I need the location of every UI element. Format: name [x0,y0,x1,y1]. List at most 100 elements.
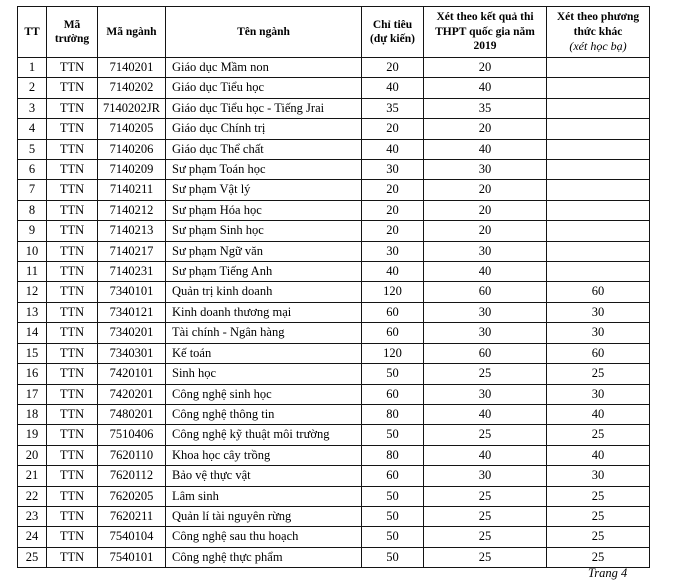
table-cell: 60 [361,383,424,405]
table-cell: 30 [423,240,547,263]
table-cell: TTN [46,363,98,385]
table-cell: TTN [46,240,98,263]
table-cell: 30 [423,465,547,487]
table-cell: 7140206 [97,138,166,161]
table-row: 4 TTN 7140205 Giáo dục Chính trị 20 20 [17,118,650,140]
table-cell: 25 [546,505,650,528]
table-row: 13 TTN 7340121 Kinh doanh thương mại 60 30 30 [17,301,650,324]
table-cell: 30 [423,322,547,344]
table-cell: 15 [17,342,47,365]
table-row: 15 TTN 7340301 Kế toán 120 60 60 [17,342,650,365]
table-cell: 25 [546,485,650,507]
table-cell: 25 [423,526,547,548]
table-cell: TTN [46,138,98,161]
table-row: 23 TTN 7620211 Quản lí tài nguyên rừng 50 25 2… [17,505,650,528]
table-cell: 7620205 [97,485,166,507]
table-cell: 25 [423,363,547,385]
table-header: TT Mã trường Mã ngành Tên ngành Chỉ tiêu… [17,6,650,58]
table-cell: 7340101 [97,281,166,303]
table-cell [546,220,650,242]
table-cell: Sư phạm Ngữ văn [165,240,362,263]
table-cell: 30 [423,159,547,181]
table-cell: 16 [17,363,47,385]
table-row: 19 TTN 7510406 Công nghệ kỹ thuật môi trườn… [17,424,650,446]
table-cell: 30 [361,159,424,181]
table-cell: Kinh doanh thương mại [165,301,362,324]
table-cell: 22 [17,485,47,507]
table-row: 6 TTN 7140209 Sư phạm Toán học 30 30 [17,159,650,181]
table-cell: 19 [17,424,47,446]
table-cell: 25 [423,485,547,507]
table-cell: 7540104 [97,526,166,548]
table-row: 8 TTN 7140212 Sư phạm Hóa học 20 20 [17,199,650,222]
table-cell: TTN [46,281,98,303]
table-cell: Giáo dục Thể chất [165,138,362,161]
table-row: 14 TTN 7340201 Tài chính - Ngân hàng 60 30 30 [17,322,650,344]
table-cell: 35 [423,97,547,120]
table-cell: 7140201 [97,56,166,79]
table-cell: 4 [17,118,47,140]
table-cell: 30 [361,240,424,263]
table-cell: 9 [17,220,47,242]
table-cell: 40 [423,444,547,467]
table-cell: Sư phạm Sinh học [165,220,362,242]
table-cell: Giáo dục Tiểu học - Tiếng Jrai [165,97,362,120]
table-body: 1 TTN 7140201 Giáo dục Mầm non 20 20 2 TTN 71402… [17,56,650,569]
table-cell: 8 [17,199,47,222]
table-cell [546,138,650,161]
table-cell: 7340121 [97,301,166,324]
table-cell: 7140213 [97,220,166,242]
table-cell: 3 [17,97,47,120]
table-cell: TTN [46,383,98,405]
table-row: 3 TTN 7140202JR Giáo dục Tiểu học - Tiếng J… [17,97,650,120]
table-cell: Bảo vệ thực vật [165,465,362,487]
table-row: 22 TTN 7620205 Lâm sinh 50 25 25 [17,485,650,507]
table-cell: 50 [361,505,424,528]
table-cell: 60 [546,342,650,365]
table-cell: 25 [546,526,650,548]
table-cell: 7340201 [97,322,166,344]
table-row: 2 TTN 7140202 Giáo dục Tiểu học 40 40 [17,77,650,99]
table-cell: 20 [423,199,547,222]
table-cell: TTN [46,199,98,222]
table-row: 5 TTN 7140206 Giáo dục Thể chất 40 40 [17,138,650,161]
table-cell: 30 [423,301,547,324]
table-cell: Công nghệ thông tin [165,403,362,426]
table-cell: TTN [46,118,98,140]
table-cell: 20 [361,56,424,79]
table-cell: 25 [423,546,547,569]
table-row: 17 TTN 7420201 Công nghệ sinh học 60 30 30 [17,383,650,405]
table-cell: TTN [46,465,98,487]
table-cell: 7140217 [97,240,166,263]
table-cell: 50 [361,363,424,385]
table-cell: 20 [17,444,47,467]
table-cell: TTN [46,505,98,528]
table-row: 25 TTN 7540101 Công nghệ thực phẩm 50 25 25 [17,546,650,569]
table-cell: 7140211 [97,179,166,201]
table-cell: Sư phạm Tiếng Anh [165,261,362,283]
table-row: 12 TTN 7340101 Quản trị kinh doanh 120 60 60 [17,281,650,303]
table-cell: 7140209 [97,159,166,181]
table-cell: TTN [46,159,98,181]
table-cell: TTN [46,546,98,569]
table-cell: Công nghệ sinh học [165,383,362,405]
table-cell: 60 [423,281,547,303]
table-cell: Khoa học cây trồng [165,444,362,467]
table-cell: Công nghệ sau thu hoạch [165,526,362,548]
table-cell [546,118,650,140]
table-cell: TTN [46,97,98,120]
table-cell: TTN [46,220,98,242]
table-cell: 120 [361,281,424,303]
table-cell: 7480201 [97,403,166,426]
table-cell: 7340301 [97,342,166,365]
table-row: 20 TTN 7620110 Khoa học cây trồng 80 40 40 [17,444,650,467]
table-row: 7 TTN 7140211 Sư phạm Vật lý 20 20 [17,179,650,201]
table-cell: Quản lí tài nguyên rừng [165,505,362,528]
table-cell: Tài chính - Ngân hàng [165,322,362,344]
table-cell: TTN [46,261,98,283]
table-row: 21 TTN 7620112 Bảo vệ thực vật 60 30 30 [17,465,650,487]
table-cell: 40 [361,77,424,99]
table-cell [546,261,650,283]
table-cell: 25 [546,424,650,446]
